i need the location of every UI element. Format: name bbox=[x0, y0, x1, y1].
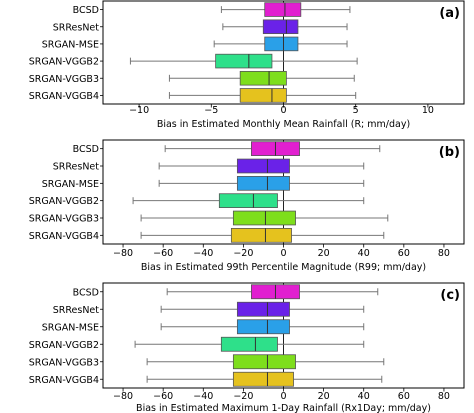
box-srgan-vggb3 bbox=[140, 210, 389, 226]
iqr-box bbox=[230, 227, 292, 243]
iqr-box bbox=[264, 2, 302, 17]
x-tick-label: 0 bbox=[280, 105, 286, 116]
box-srresnet bbox=[160, 301, 365, 317]
iqr-box bbox=[262, 19, 299, 35]
category-label: SRGAN-VGGB2 bbox=[29, 196, 99, 207]
category-label: SRGAN-VGGB3 bbox=[29, 214, 99, 225]
x-tick-label: −40 bbox=[193, 248, 213, 259]
box-srgan-vggb2 bbox=[132, 193, 365, 209]
box-srgan-vggb2 bbox=[129, 53, 358, 69]
panel-3: BCSD SRResNet SRGAN-MSE SRGAN-VGGB2 SRGAN-VG… bbox=[29, 282, 465, 413]
category-label: SRGAN-MSE bbox=[42, 322, 99, 333]
box-srgan-vggb3 bbox=[146, 354, 385, 370]
x-tick-label: −20 bbox=[233, 248, 253, 259]
panel-letter: (b) bbox=[439, 145, 460, 160]
x-tick-label: 60 bbox=[398, 391, 410, 402]
x-tick-label: −60 bbox=[153, 391, 173, 402]
iqr-box bbox=[232, 210, 296, 226]
iqr-box bbox=[239, 70, 287, 86]
x-tick-label: 80 bbox=[438, 248, 450, 259]
panel-letter: (c) bbox=[440, 288, 460, 303]
x-tick-label: 20 bbox=[318, 391, 330, 402]
box-srgan-vggb3 bbox=[168, 70, 355, 86]
x-tick-label: 40 bbox=[358, 391, 370, 402]
x-tick-label: 0 bbox=[280, 248, 286, 259]
x-tick-label: −20 bbox=[233, 391, 253, 402]
category-label: SRResNet bbox=[53, 22, 100, 33]
x-axis-label: Bias in Estimated 99th Percentile Magnit… bbox=[141, 262, 426, 273]
box-srresnet bbox=[158, 158, 365, 174]
panel-2: BCSD SRResNet SRGAN-MSE SRGAN-VGGB2 SRGAN-VG… bbox=[29, 139, 465, 273]
iqr-box bbox=[218, 193, 278, 209]
box-srgan-mse bbox=[158, 175, 365, 191]
x-tick-label: 0 bbox=[280, 391, 286, 402]
category-label: SRGAN-VGGB2 bbox=[29, 340, 99, 351]
x-tick-label: −5 bbox=[204, 105, 218, 116]
x-tick-label: −80 bbox=[113, 391, 133, 402]
box-bcsd bbox=[166, 284, 379, 300]
category-label: BCSD bbox=[73, 144, 99, 155]
category-label: BCSD bbox=[73, 5, 99, 16]
iqr-box bbox=[236, 158, 290, 174]
box-srgan-mse bbox=[213, 36, 348, 52]
iqr-box bbox=[236, 175, 290, 191]
x-tick-label: 40 bbox=[358, 248, 370, 259]
x-tick-label: 5 bbox=[353, 105, 359, 116]
iqr-box bbox=[232, 354, 296, 370]
box-bcsd bbox=[220, 2, 351, 17]
box-srgan-vggb4 bbox=[140, 227, 385, 243]
category-label: SRResNet bbox=[53, 162, 100, 173]
category-label: SRGAN-VGGB4 bbox=[29, 91, 99, 102]
iqr-box bbox=[236, 301, 290, 317]
iqr-box bbox=[236, 319, 290, 335]
category-label: SRGAN-VGGB4 bbox=[29, 375, 99, 386]
category-label: SRGAN-MSE bbox=[42, 179, 99, 190]
category-label: SRGAN-VGGB4 bbox=[29, 231, 99, 242]
x-tick-label: −80 bbox=[113, 248, 133, 259]
x-tick-label: 10 bbox=[422, 105, 434, 116]
category-label: SRResNet bbox=[53, 305, 100, 316]
panel-letter: (a) bbox=[439, 6, 460, 21]
x-axis-label: Bias in Estimated Monthly Mean Rainfall … bbox=[157, 119, 410, 130]
box-bcsd bbox=[164, 141, 381, 157]
x-tick-label: −60 bbox=[153, 248, 173, 259]
box-srgan-mse bbox=[160, 319, 365, 335]
x-tick-label: 60 bbox=[398, 248, 410, 259]
x-tick-label: 80 bbox=[438, 391, 450, 402]
category-label: SRGAN-VGGB3 bbox=[29, 357, 99, 368]
iqr-box bbox=[220, 336, 278, 352]
box-srgan-vggb4 bbox=[168, 88, 357, 103]
panel-1: BCSD SRResNet SRGAN-MSE SRGAN-VGGB2 SRGAN-VG… bbox=[29, 0, 465, 130]
category-label: SRGAN-VGGB2 bbox=[29, 57, 99, 68]
category-label: SRGAN-VGGB3 bbox=[29, 74, 99, 85]
iqr-box bbox=[215, 53, 273, 69]
category-label: SRGAN-MSE bbox=[42, 39, 99, 50]
iqr-box bbox=[264, 36, 299, 52]
box-srresnet bbox=[222, 19, 348, 35]
box-srgan-vggb4 bbox=[146, 371, 383, 387]
x-tick-label: −40 bbox=[193, 391, 213, 402]
iqr-box bbox=[239, 88, 287, 103]
x-tick-label: −10 bbox=[129, 105, 149, 116]
box-srgan-vggb2 bbox=[134, 336, 365, 352]
x-axis-label: Bias in Estimated Maximum 1-Day Rainfall… bbox=[136, 403, 431, 413]
iqr-box bbox=[232, 371, 294, 387]
x-tick-label: 20 bbox=[318, 248, 330, 259]
category-label: BCSD bbox=[73, 287, 99, 298]
